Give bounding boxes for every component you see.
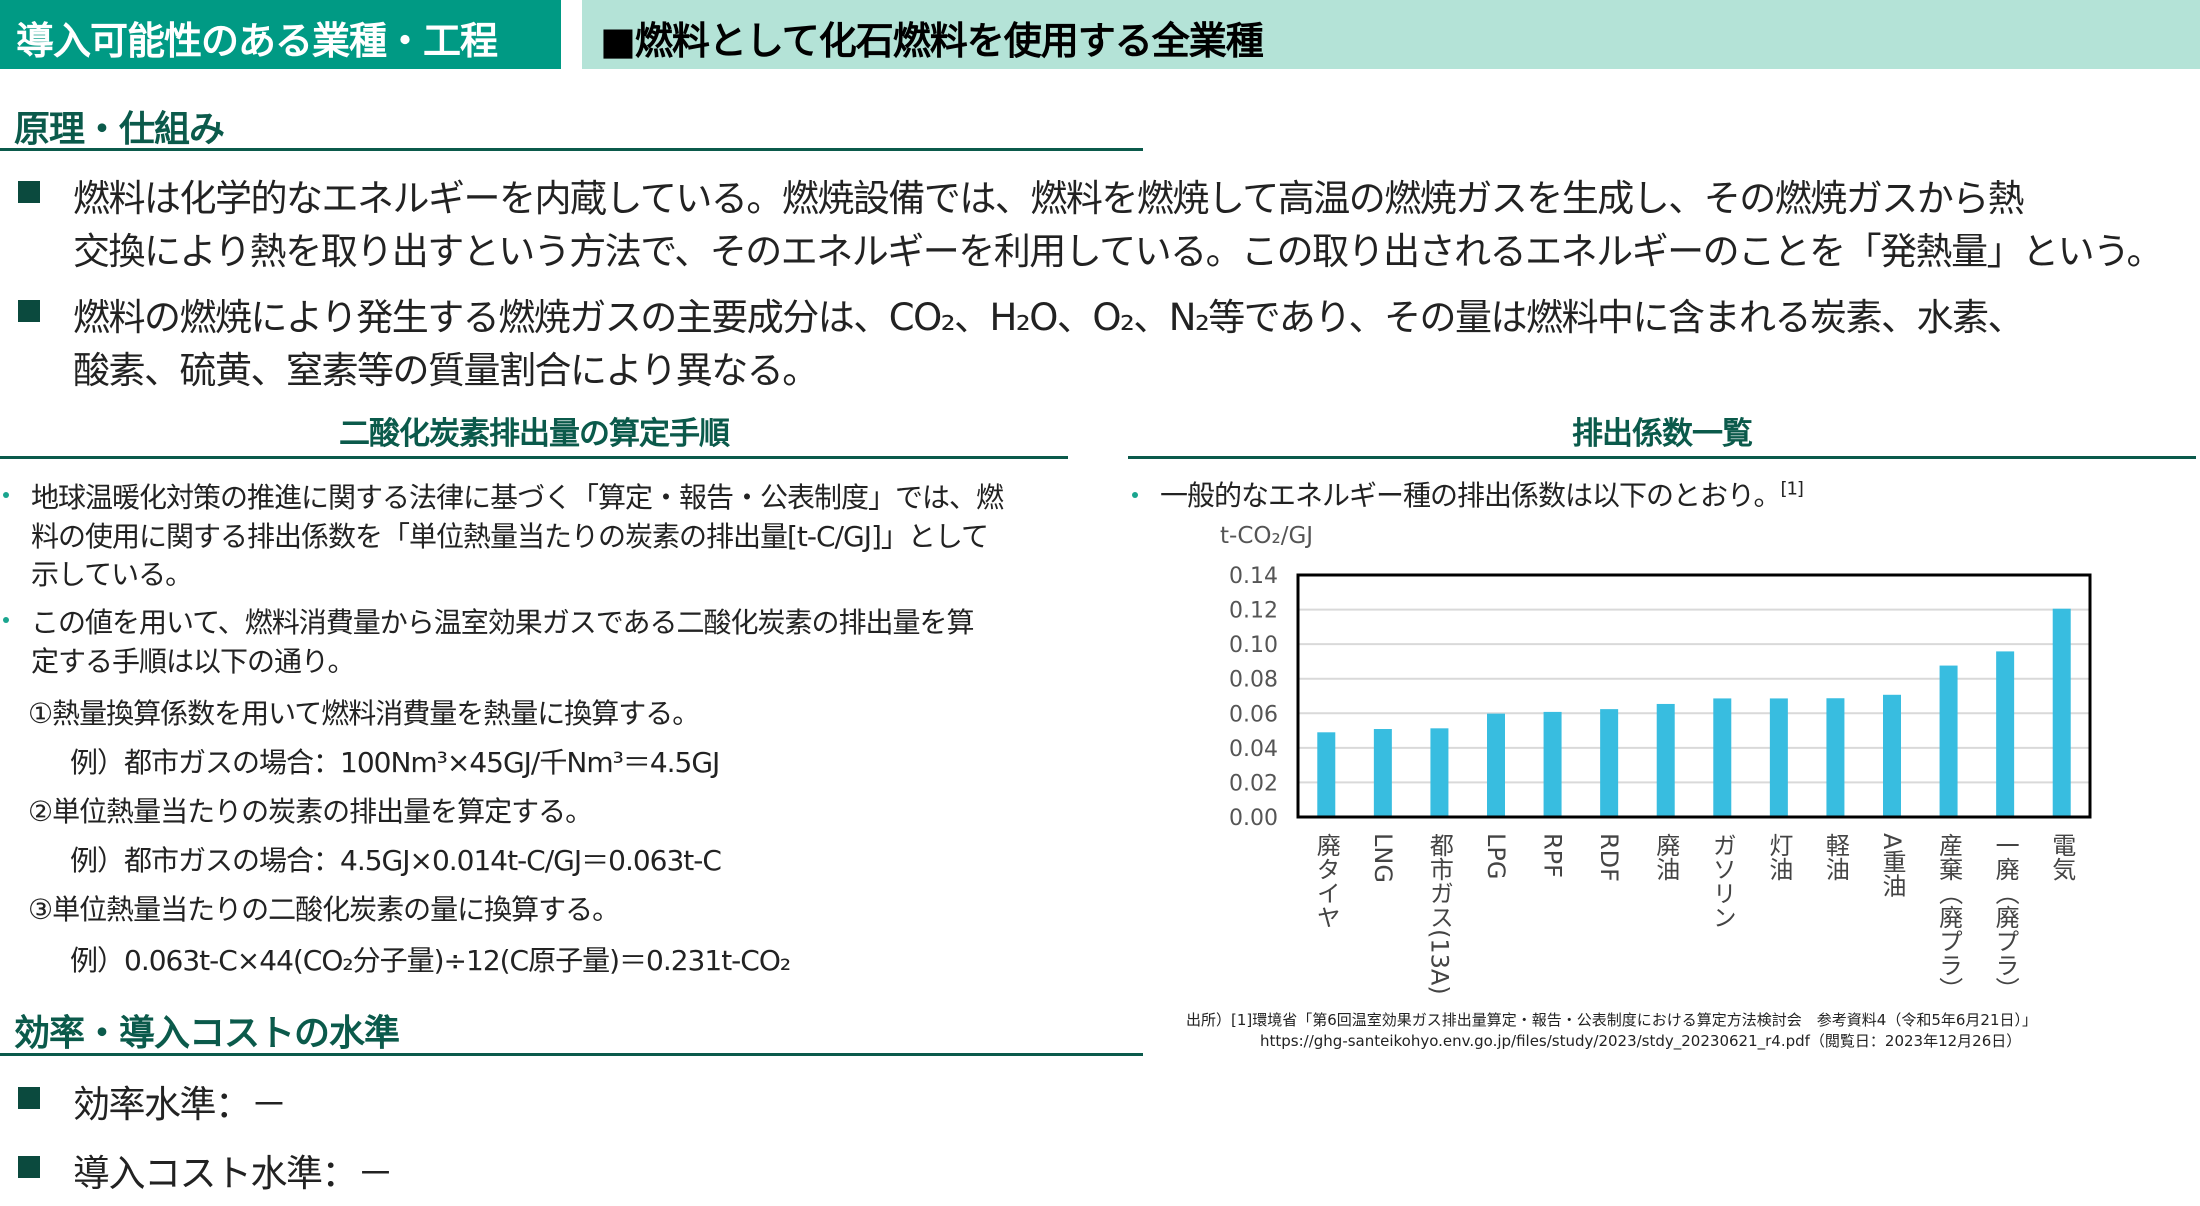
step-3: ③単位熱量当たりの二酸化炭素の量に換算する。	[28, 893, 620, 926]
bar-軽油	[1826, 698, 1845, 817]
procedure-text: 地球温暖化対策の推進に関する法律に基づく「算定・報告・公表制度」では、燃	[31, 481, 1004, 514]
industries-banner: ■燃料として化石燃料を使用する全業種	[582, 0, 2200, 69]
bar-廃油	[1656, 703, 1675, 817]
cost-level: 導入コスト水準：－	[73, 1152, 394, 1195]
category-label: RPF	[1538, 833, 1567, 878]
y-tick-label: 0.08	[1229, 668, 1278, 693]
y-axis-unit: t-CO₂/GJ	[1220, 523, 1314, 549]
procedure-title: 二酸化炭素排出量の算定手順	[339, 416, 730, 452]
factors-bullet: 一般的なエネルギー種の排出係数は以下のとおり。	[1160, 479, 1781, 512]
procedure-text: 料の使用に関する排出係数を「単位熱量当たりの炭素の排出量[t-C/GJ]」として	[31, 520, 989, 553]
category-label: 廃油	[1651, 833, 1680, 881]
category-label: 廃タイヤ	[1312, 833, 1341, 929]
category-label: 灯油	[1764, 833, 1793, 881]
bar-A重油	[1883, 694, 1901, 817]
bar-ガソリン	[1713, 698, 1732, 817]
principle-text: 交換により熱を取り出すという方法で、そのエネルギーを利用している。この取り出され…	[73, 230, 2163, 273]
principle-title: 原理・仕組み	[14, 109, 225, 150]
principle-text: 燃料の燃焼により発生する燃焼ガスの主要成分は、CO₂、H₂O、O₂、N₂等であり…	[73, 296, 2024, 339]
square-bullet-icon	[18, 300, 40, 322]
y-tick-label: 0.04	[1229, 737, 1278, 762]
efficiency-level: 効率水準：－	[73, 1083, 288, 1126]
factors-title: 排出係数一覧	[1572, 416, 1753, 452]
bar-産業(廃プラ)	[1939, 665, 1958, 817]
category-label: 導入可能性のある業種・工程	[16, 19, 498, 63]
category-label: LNG	[1368, 833, 1397, 883]
plot-frame	[1296, 573, 2092, 819]
procedure-text: この値を用いて、燃料消費量から温室効果ガスである二酸化炭素の排出量を算	[31, 606, 974, 639]
bar-廃タイヤ	[1317, 732, 1336, 817]
y-tick-label: 0.02	[1229, 771, 1278, 796]
category-label: ガソリン	[1708, 833, 1737, 929]
category-label: 都市ガス(13A)	[1425, 833, 1454, 995]
step-3-example: 例）0.063t-C×44(CO₂分子量)÷12(C原子量)＝0.231t-CO…	[70, 944, 791, 977]
step-1: ①熱量換算係数を用いて燃料消費量を熱量に換算する。	[28, 697, 700, 730]
principle-text: 酸素、硫黄、窒素等の質量割合により異なる。	[73, 349, 819, 392]
divider	[0, 1053, 1143, 1056]
bullet-dot-icon	[3, 492, 9, 498]
square-bullet-icon	[18, 1087, 40, 1109]
bar-LPG	[1487, 713, 1505, 817]
category-label: 産棄（廃プラ）	[1934, 833, 1963, 1001]
step-2: ②単位熱量当たりの炭素の排出量を算定する。	[28, 795, 593, 828]
reference-link[interactable]: [1]	[1780, 478, 1803, 500]
category-label: 電気	[2047, 833, 2076, 881]
bullet-dot-icon	[1132, 492, 1138, 498]
category-label: RDF	[1595, 833, 1624, 882]
square-bullet-icon	[18, 1156, 40, 1178]
y-tick-label: 0.12	[1229, 599, 1278, 624]
y-tick-label: 0.06	[1229, 702, 1278, 727]
y-tick-label: 0.10	[1229, 633, 1278, 658]
category-label: 一廃（廃プラ）	[1991, 833, 2020, 1001]
category-label: 軽油	[1821, 833, 1850, 881]
y-tick-label: 0.14	[1229, 564, 1278, 589]
bar-RPF	[1543, 711, 1562, 817]
bar-電気	[2052, 608, 2071, 817]
bar-一廃(廃プラ)	[1996, 651, 2015, 817]
bar-灯油	[1769, 698, 1788, 817]
step-1-example: 例）都市ガスの場合：100Nm³×45GJ/千Nm³＝4.5GJ	[70, 746, 720, 779]
divider	[0, 148, 1143, 151]
bar-都市ガス(13A)	[1430, 728, 1449, 817]
procedure-text: 定する手順は以下の通り。	[31, 645, 355, 678]
procedure-text: 示している。	[31, 558, 193, 591]
divider	[1128, 456, 2196, 459]
y-tick-label: 0.00	[1229, 806, 1278, 830]
emission-factor-chart: 0.00 0.02 0.04 0.06 0.08 0.10 0.12 0.14	[1229, 564, 2092, 830]
factors-text: 一般的なエネルギー種の排出係数は以下のとおり。[1]	[1160, 474, 1804, 514]
cost-title: 効率・導入コストの水準	[14, 1013, 400, 1054]
source-citation: 出所）[1]環境省「第6回温室効果ガス排出量算定・報告・公表制度における算定方法…	[1186, 1011, 2038, 1029]
bullet-dot-icon	[3, 617, 9, 623]
principle-text: 燃料は化学的なエネルギーを内蔵している。燃焼設備では、燃料を燃焼して高温の燃焼ガ…	[73, 177, 2025, 220]
industries-label: ■燃料として化石燃料を使用する全業種	[600, 19, 1264, 63]
category-label: A重油	[1878, 833, 1906, 898]
step-2-example: 例）都市ガスの場合：4.5GJ×0.014t-C/GJ＝0.063t-C	[70, 844, 722, 877]
source-url[interactable]: https://ghg-santeikohyo.env.go.jp/files/…	[1260, 1032, 2022, 1050]
square-bullet-icon	[18, 181, 40, 203]
divider	[0, 456, 1068, 459]
category-label: LPG	[1482, 833, 1510, 880]
bar-RDF	[1600, 709, 1619, 817]
category-banner: 導入可能性のある業種・工程	[0, 0, 561, 69]
bar-LNG	[1373, 729, 1392, 817]
